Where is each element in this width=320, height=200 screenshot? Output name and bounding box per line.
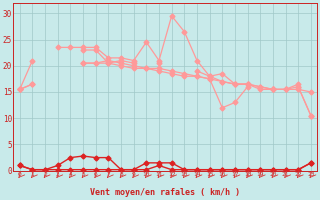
X-axis label: Vent moyen/en rafales ( km/h ): Vent moyen/en rafales ( km/h ) xyxy=(90,188,240,197)
